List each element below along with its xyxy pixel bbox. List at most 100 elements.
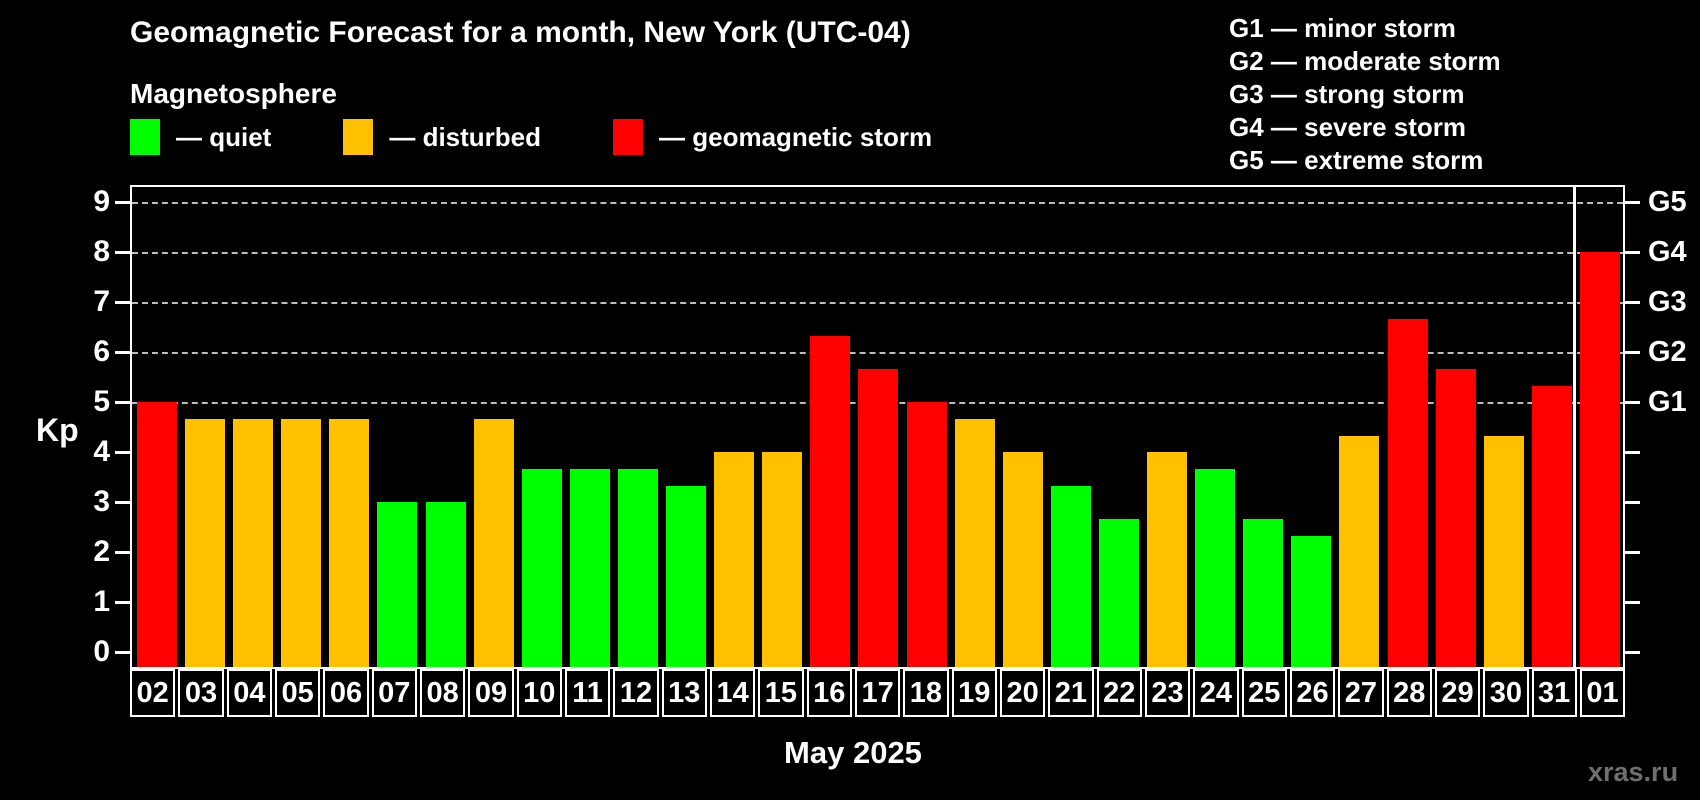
bar-01 (1579, 252, 1620, 667)
bar-11 (569, 468, 610, 667)
g-axis-label-g2: G2 (1648, 336, 1687, 368)
gridline-kp8 (132, 252, 1623, 254)
gridline-kp9 (132, 202, 1623, 204)
bar-23 (1147, 452, 1188, 667)
gridline-kp6 (132, 352, 1623, 354)
date-cell-04: 04 (226, 669, 272, 717)
legend-item-label: — quiet (176, 121, 272, 152)
date-cell-02: 02 (130, 669, 176, 717)
date-cell-29: 29 (1434, 669, 1481, 717)
g-axis-label-g4: G4 (1648, 236, 1687, 268)
left-tick-3 (115, 501, 130, 504)
disturbed-swatch-icon (343, 119, 374, 155)
date-cell-05: 05 (274, 669, 321, 717)
right-tick-6 (1625, 351, 1640, 354)
bar-17 (858, 368, 899, 667)
month-separator (1572, 187, 1576, 667)
date-cell-28: 28 (1386, 669, 1432, 717)
date-cell-18: 18 (903, 669, 949, 717)
legend-item-label: — disturbed (389, 121, 542, 152)
legend-item-label: — geomagnetic storm (659, 121, 933, 152)
date-cell-31: 31 (1531, 669, 1577, 717)
right-tick-0 (1625, 651, 1640, 654)
date-cell-08: 08 (419, 669, 466, 717)
date-cell-19: 19 (951, 669, 997, 717)
y-tick-label-8: 8 (93, 235, 110, 268)
bar-12 (617, 468, 658, 667)
g-legend-line-g2: G2 — moderate storm (1229, 46, 1501, 76)
bar-29 (1435, 368, 1476, 667)
legend-item-storm: — geomagnetic storm (613, 119, 932, 155)
right-tick-9 (1625, 201, 1640, 204)
state-legend: — quiet — disturbed — geomagnetic storm (130, 116, 1004, 158)
month-label: May 2025 (784, 735, 922, 770)
right-tick-8 (1625, 251, 1640, 254)
bar-16 (810, 335, 851, 667)
bar-30 (1483, 435, 1524, 667)
bar-28 (1387, 318, 1428, 667)
y-tick-label-1: 1 (93, 585, 110, 618)
date-cell-24: 24 (1193, 669, 1239, 717)
bar-18 (906, 402, 947, 667)
y-tick-label-5: 5 (93, 385, 110, 418)
date-cell-01: 01 (1579, 669, 1626, 717)
bar-19 (954, 418, 995, 667)
y-tick-label-4: 4 (93, 435, 110, 468)
bar-24 (1195, 468, 1236, 667)
y-tick-label-7: 7 (93, 285, 110, 318)
left-tick-6 (115, 351, 130, 354)
y-tick-label-2: 2 (93, 535, 110, 568)
watermark: xras.ru (1588, 757, 1679, 787)
chart-title: Geomagnetic Forecast for a month, New Yo… (130, 16, 911, 49)
bar-22 (1098, 518, 1139, 667)
y-tick-label-0: 0 (93, 635, 110, 668)
bar-31 (1531, 385, 1572, 667)
storm-swatch-icon (613, 119, 644, 155)
left-tick-5 (115, 401, 130, 404)
date-cell-16: 16 (806, 669, 852, 717)
date-cell-15: 15 (758, 669, 804, 717)
chart-subtitle: Magnetosphere (130, 78, 337, 109)
bar-20 (1002, 452, 1043, 667)
bar-04 (233, 418, 274, 667)
date-cell-27: 27 (1338, 669, 1384, 717)
right-tick-2 (1625, 551, 1640, 554)
right-tick-5 (1625, 401, 1640, 404)
kp-axis-title: Kp (36, 412, 79, 448)
date-cell-11: 11 (564, 669, 611, 717)
bar-21 (1050, 485, 1091, 667)
y-tick-label-6: 6 (93, 335, 110, 368)
bar-02 (137, 402, 177, 667)
left-tick-0 (115, 651, 130, 654)
date-cell-20: 20 (999, 669, 1046, 717)
right-tick-7 (1625, 301, 1640, 304)
date-cell-21: 21 (1048, 669, 1094, 717)
right-tick-1 (1625, 601, 1640, 604)
date-cell-03: 03 (178, 669, 224, 717)
g-scale-legend: G1 — minor storm G2 — moderate storm G3 … (1229, 12, 1501, 177)
bar-03 (185, 418, 226, 667)
bar-05 (281, 418, 322, 667)
right-tick-3 (1625, 501, 1640, 504)
left-tick-7 (115, 301, 130, 304)
date-cell-17: 17 (854, 669, 901, 717)
quiet-swatch-icon (130, 119, 160, 155)
g-legend-line-g4: G4 — severe storm (1229, 112, 1467, 142)
y-tick-label-9: 9 (93, 185, 110, 218)
date-cell-25: 25 (1241, 669, 1287, 717)
bar-08 (425, 502, 466, 667)
g-legend-line-g3: G3 — strong storm (1229, 79, 1465, 109)
left-tick-4 (115, 451, 130, 454)
date-cell-10: 10 (516, 669, 562, 717)
right-tick-4 (1625, 451, 1640, 454)
date-cell-26: 26 (1289, 669, 1336, 717)
date-cell-09: 09 (468, 669, 514, 717)
date-axis-row: 02 03 04 05 06 07 08 09 10 11 12 13 14 15 16 17 18 19 20 21… (130, 669, 1626, 717)
date-cell-13: 13 (661, 669, 707, 717)
bar-09 (473, 418, 514, 667)
bar-06 (329, 418, 370, 667)
bar-25 (1243, 518, 1284, 667)
date-cell-23: 23 (1144, 669, 1191, 717)
bar-14 (714, 452, 755, 667)
